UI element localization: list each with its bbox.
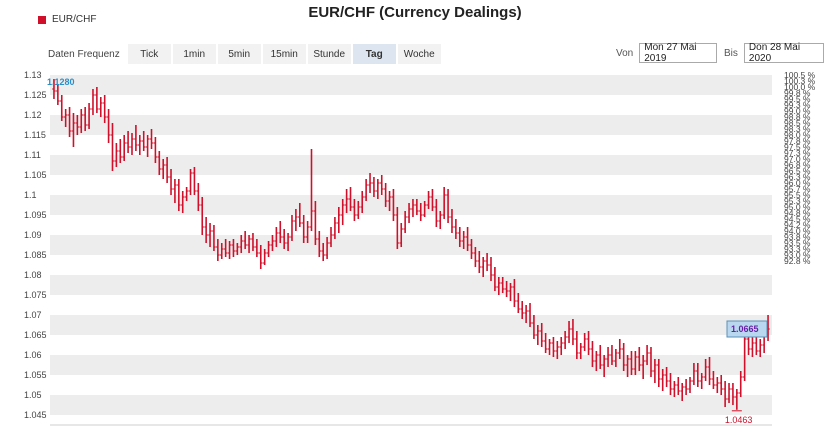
frequency-1min-button[interactable]: 1min	[172, 44, 218, 64]
grid-band	[50, 75, 772, 95]
y-tick-label: 1.085	[24, 250, 47, 260]
right-tick-label: 93.5 %	[784, 238, 811, 248]
right-tick-label: 94.2 %	[784, 220, 811, 230]
right-tick-label: 99.5 %	[784, 94, 811, 104]
right-tick-label: 97.5 %	[784, 142, 811, 152]
grid-band	[50, 215, 772, 235]
last-value-label: 1.0665	[731, 324, 759, 334]
grid-band	[50, 295, 772, 315]
grid-band	[50, 355, 772, 375]
chart-title: EUR/CHF (Currency Dealings)	[308, 4, 522, 21]
last-value-box	[726, 320, 768, 338]
grid-band	[50, 395, 772, 415]
frequency-5min-button[interactable]: 5min	[217, 44, 263, 64]
grid-band	[50, 155, 772, 175]
date-to-input[interactable]: Don 28 Mai 2020	[743, 42, 824, 64]
right-tick-label: 98.0 %	[784, 130, 811, 140]
y-tick-label: 1.05	[24, 390, 42, 400]
y-tick-label: 1.055	[24, 370, 47, 380]
date-from: Von Mon 27 Mai 2019	[616, 42, 718, 64]
right-tick-label: 93.8 %	[784, 232, 811, 242]
right-tick-label: 93.3 %	[784, 244, 811, 254]
right-tick-label: 92.8 %	[784, 256, 811, 266]
grid-band	[50, 135, 772, 155]
grid-band	[50, 95, 772, 115]
legend: EUR/CHF	[38, 14, 96, 25]
date-from-label: Von	[616, 47, 634, 59]
right-tick-label: 100.5 %	[784, 70, 816, 80]
grid-band	[50, 175, 772, 195]
date-to-label: Bis	[724, 47, 738, 59]
right-tick-label: 99.8 %	[784, 88, 811, 98]
y-tick-label: 1.09	[24, 230, 42, 240]
y-tick-label: 1.08	[24, 270, 42, 280]
right-tick-label: 95.3 %	[784, 196, 811, 206]
grid-band	[50, 235, 772, 255]
right-tick-label: 95.0 %	[784, 202, 811, 212]
right-tick-label: 96.0 %	[784, 178, 811, 188]
right-tick-label: 100.0 %	[784, 82, 816, 92]
legend-label: EUR/CHF	[52, 14, 97, 25]
frequency-label: Daten Frequenz	[48, 48, 120, 60]
y-tick-label: 1.065	[24, 330, 47, 340]
right-tick-label: 93.0 %	[784, 250, 811, 260]
right-tick-label: 99.0 %	[784, 106, 811, 116]
frequency-day-button[interactable]: Tag	[352, 44, 398, 64]
right-tick-label: 96.8 %	[784, 160, 811, 170]
right-tick-label: 95.5 %	[784, 190, 811, 200]
grid-band	[50, 255, 772, 275]
y-tick-label: 1.12	[24, 110, 42, 120]
right-tick-label: 97.8 %	[784, 136, 811, 146]
frequency-tick-button[interactable]: Tick	[127, 44, 173, 64]
y-tick-label: 1.075	[24, 290, 47, 300]
right-tick-label: 94.8 %	[784, 208, 811, 218]
y-tick-label: 1.095	[24, 210, 47, 220]
right-tick-label: 96.5 %	[784, 166, 811, 176]
right-tick-label: 94.5 %	[784, 214, 811, 224]
y-tick-label: 1.115	[24, 130, 46, 140]
y-tick-label: 1.045	[24, 410, 47, 420]
y-tick-label: 1.11	[24, 150, 41, 160]
right-tick-label: 94.0 %	[784, 226, 811, 236]
grid-band	[50, 335, 772, 355]
right-tick-label: 97.0 %	[784, 154, 811, 164]
right-tick-label: 96.3 %	[784, 172, 811, 182]
right-tick-label: 98.3 %	[784, 124, 811, 134]
y-tick-label: 1.06	[24, 350, 42, 360]
right-tick-label: 95.7 %	[784, 184, 811, 194]
date-from-input[interactable]: Mon 27 Mai 2019	[639, 42, 718, 64]
low-value-label: 1.0463	[725, 415, 753, 425]
y-tick-label: 1.1	[24, 190, 37, 200]
date-to: Bis Don 28 Mai 2020	[724, 42, 824, 64]
frequency-hour-button[interactable]: Stunde	[307, 44, 353, 64]
right-tick-label: 99.3 %	[784, 100, 811, 110]
y-tick-label: 1.105	[24, 170, 47, 180]
frequency-15min-button[interactable]: 15min	[262, 44, 308, 64]
grid-band	[50, 315, 772, 335]
start-value-label: 1.1280	[47, 77, 75, 87]
y-tick-label: 1.07	[24, 310, 42, 320]
right-tick-label: 98.8 %	[784, 112, 811, 122]
y-tick-label: 1.125	[24, 90, 47, 100]
frequency-selector: Daten Frequenz Tick 1min 5min 15min Stun…	[48, 44, 443, 64]
grid-band	[50, 195, 772, 215]
grid-band	[50, 115, 772, 135]
grid-band	[50, 375, 772, 395]
right-tick-label: 98.5 %	[784, 118, 811, 128]
y-tick-label: 1.13	[24, 70, 42, 80]
frequency-week-button[interactable]: Woche	[397, 44, 443, 64]
right-tick-label: 97.3 %	[784, 148, 811, 158]
right-tick-label: 100.3 %	[784, 76, 816, 86]
legend-swatch-icon	[38, 15, 46, 24]
grid-band	[50, 275, 772, 295]
